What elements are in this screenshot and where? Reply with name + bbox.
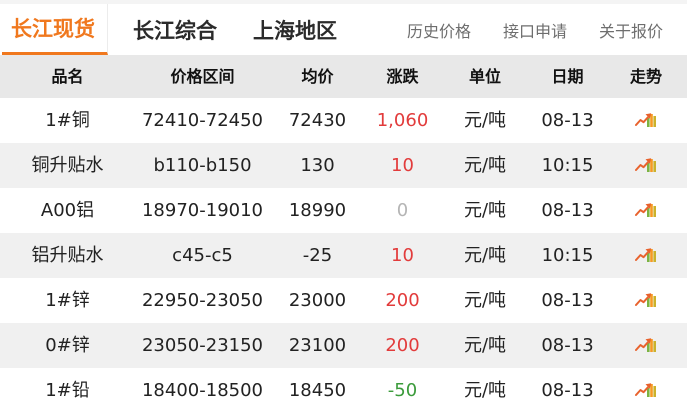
cell-change-value: -50 [387, 379, 418, 401]
tab-bar: 长江现货 长江综合 上海地区 历史价格 接口申请 关于报价 [0, 4, 687, 55]
cell-product-name: 1#锌 [45, 289, 90, 311]
trend-chart-icon[interactable] [633, 155, 659, 175]
table-header-row: 品名 价格区间 均价 涨跌 单位 日期 走势 [0, 55, 687, 98]
cell-product-name: 铝升贴水 [31, 244, 104, 266]
cell-average-price: -25 [302, 244, 333, 266]
price-table: 品名 价格区间 均价 涨跌 单位 日期 走势 1#铜 72410-72450 7… [0, 55, 687, 411]
cell-average-price: 72430 [288, 109, 347, 131]
cell-change-value: 10 [391, 244, 414, 266]
table-row: 1#锌 22950-23050 23000 200 元/吨 08-13 [0, 278, 687, 323]
cell-price-range: 72410-72450 [141, 109, 264, 131]
table-row: 1#铜 72410-72450 72430 1,060 元/吨 08-13 [0, 98, 687, 143]
header-date: 日期 [551, 66, 584, 86]
header-change: 涨跌 [386, 66, 419, 86]
cell-date: 08-13 [541, 289, 594, 311]
trend-chart-icon[interactable] [633, 245, 659, 265]
table-row: 铜升贴水 b110-b150 130 10 元/吨 10:15 [0, 143, 687, 188]
cell-price-range: 23050-23150 [141, 334, 264, 356]
cell-date: 08-13 [541, 199, 594, 221]
cell-average-price: 18450 [288, 379, 347, 401]
cell-price-range: 18970-19010 [141, 199, 264, 221]
cell-average-price: 18990 [288, 199, 347, 221]
cell-date: 10:15 [541, 154, 594, 176]
trend-chart-icon[interactable] [633, 335, 659, 355]
trend-chart-icon[interactable] [633, 290, 659, 310]
cell-average-price: 23000 [288, 289, 347, 311]
cell-change-value: 1,060 [376, 109, 429, 131]
header-unit: 单位 [468, 66, 501, 86]
trend-chart-icon[interactable] [633, 380, 659, 400]
cell-price-range: c45-c5 [172, 244, 233, 266]
tabbar-spacer [346, 4, 407, 55]
cell-unit: 元/吨 [463, 334, 507, 356]
cell-average-price: 130 [300, 154, 335, 176]
table-row: 0#锌 23050-23150 23100 200 元/吨 08-13 [0, 323, 687, 368]
cell-unit: 元/吨 [463, 199, 507, 221]
table-body: 1#铜 72410-72450 72430 1,060 元/吨 08-13 铜升… [0, 98, 687, 411]
cell-product-name: A00铝 [40, 199, 95, 221]
link-history-price[interactable]: 历史价格 [406, 21, 471, 41]
cell-date: 08-13 [541, 334, 594, 356]
link-api-apply[interactable]: 接口申请 [502, 21, 567, 41]
cell-product-name: 铜升贴水 [31, 154, 104, 176]
cell-average-price: 23100 [288, 334, 347, 356]
header-average: 均价 [301, 66, 334, 86]
cell-unit: 元/吨 [463, 244, 507, 266]
cell-product-name: 1#铜 [45, 109, 90, 131]
cell-price-range: 22950-23050 [141, 289, 264, 311]
header-trend: 走势 [629, 66, 662, 86]
table-row: A00铝 18970-19010 18990 0 元/吨 08-13 [0, 188, 687, 233]
cell-price-range: b110-b150 [153, 154, 252, 176]
cell-unit: 元/吨 [463, 109, 507, 131]
table-row: 1#铅 18400-18500 18450 -50 元/吨 08-13 [0, 368, 687, 411]
cell-change-value: 200 [385, 334, 420, 356]
cell-price-range: 18400-18500 [141, 379, 264, 401]
cell-change-value: 200 [385, 289, 420, 311]
tab-changjiang-composite[interactable]: 长江综合 [133, 18, 217, 43]
cell-unit: 元/吨 [463, 379, 507, 401]
cell-product-name: 0#锌 [45, 334, 90, 356]
cell-date: 08-13 [541, 379, 594, 401]
cell-date: 08-13 [541, 109, 594, 131]
tab-changjiang-spot[interactable]: 长江现货 [2, 4, 108, 55]
trend-chart-icon[interactable] [633, 110, 659, 130]
table-row: 铝升贴水 c45-c5 -25 10 元/吨 10:15 [0, 233, 687, 278]
header-product: 品名 [51, 66, 84, 86]
cell-unit: 元/吨 [463, 154, 507, 176]
top-links: 历史价格 接口申请 关于报价 [407, 4, 687, 55]
cell-product-name: 1#铅 [45, 379, 90, 401]
cell-change-value: 10 [391, 154, 414, 176]
link-about-quotes[interactable]: 关于报价 [598, 21, 663, 41]
top-strip [0, 0, 687, 4]
cell-change-value: 0 [396, 199, 409, 221]
tab-shanghai-area[interactable]: 上海地区 [253, 18, 337, 43]
cell-unit: 元/吨 [463, 289, 507, 311]
cell-date: 10:15 [541, 244, 594, 266]
trend-chart-icon[interactable] [633, 200, 659, 220]
header-range: 价格区间 [170, 66, 235, 86]
